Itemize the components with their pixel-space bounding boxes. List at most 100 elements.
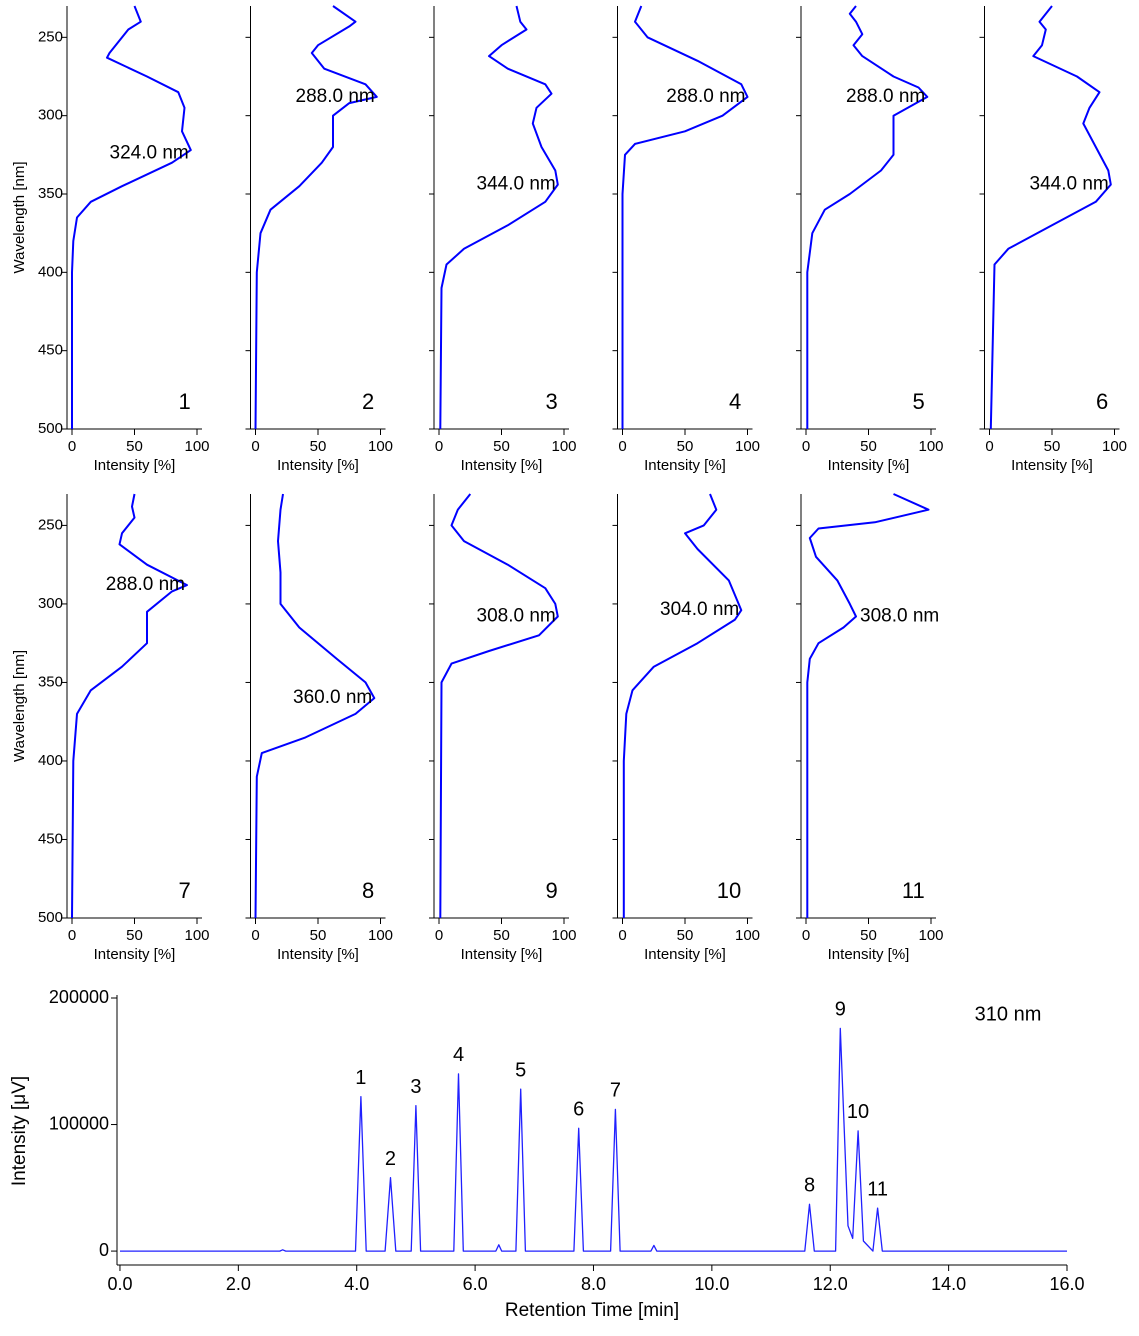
x-tick-label: 0 [68,927,76,944]
x-axis-label: Intensity [%] [94,946,176,963]
spectrum-line [989,5,1112,430]
y-axis-label: Intensity [μV] [9,1076,30,1186]
spectrum-line [439,493,559,919]
peak-label: 344.0 nm [477,174,556,195]
x-tick-label: 50 [493,438,510,455]
x-tick-label: 50 [126,438,143,455]
x-tick-label: 50 [310,438,327,455]
panel-number: 6 [1096,389,1108,414]
peak-number: 2 [385,1148,396,1170]
x-tick-label: 50 [126,927,143,944]
x-tick-label: 100 [1102,438,1127,455]
y-tick-label: 500 [38,420,63,437]
x-tick-label: 50 [860,438,877,455]
x-tick-label: 14.0 [931,1274,966,1294]
x-axis-label: Intensity [%] [644,946,726,963]
x-tick-label: 0 [618,927,626,944]
y-tick-label: 450 [38,830,63,847]
peak-number: 8 [804,1175,815,1197]
x-tick-label: 0 [251,927,259,944]
x-tick-label: 0.0 [107,1274,132,1294]
x-axis-label: Intensity [%] [644,457,726,474]
peak-label: 288.0 nm [846,86,925,107]
spectrum-line [439,5,559,430]
x-tick-label: 100 [368,438,393,455]
x-tick-label: 0 [802,438,810,455]
x-tick-label: 0 [251,438,259,455]
peak-label: 360.0 nm [293,687,372,708]
x-axis-label: Intensity [%] [461,946,543,963]
y-tick-label: 200000 [49,987,109,1007]
x-tick-label: 0 [68,438,76,455]
peak-number: 9 [835,999,846,1021]
x-tick-label: 100 [735,927,760,944]
spectrum-line [806,5,929,429]
spectrum-line [806,493,930,918]
x-tick-label: 8.0 [581,1274,606,1294]
x-axis-label: Intensity [%] [277,457,359,474]
x-tick-label: 0 [802,927,810,944]
peak-number: 11 [867,1178,888,1200]
chart-title: 310 nm [975,1003,1042,1025]
panel-number: 2 [362,389,374,414]
spectrum-line [71,5,192,429]
y-tick-label: 400 [38,263,63,280]
x-axis-label: Intensity [%] [94,457,176,474]
panel-number: 9 [546,878,558,903]
x-tick-label: 0 [618,438,626,455]
y-tick-label: 400 [38,752,63,769]
peak-number: 5 [515,1059,526,1081]
peak-label: 288.0 nm [666,86,745,107]
peak-number: 6 [573,1099,584,1121]
x-axis-label: Intensity [%] [461,457,543,474]
y-tick-label: 300 [38,595,63,612]
peak-number: 1 [355,1067,366,1089]
x-tick-label: 100 [551,927,576,944]
spectrum-line [254,493,376,919]
x-tick-label: 6.0 [463,1274,488,1294]
spectrum-line [254,5,378,430]
y-tick-label: 450 [38,342,63,359]
peak-number: 10 [847,1101,869,1123]
y-axis-label: Wavelength [nm] [11,650,28,762]
x-axis-label: Intensity [%] [1011,457,1093,474]
y-tick-label: 100000 [49,1113,109,1133]
x-tick-label: 100 [735,438,760,455]
peak-label: 308.0 nm [477,606,556,627]
spectrum-line [71,493,188,919]
x-tick-label: 50 [493,927,510,944]
panel-number: 11 [902,878,925,903]
x-tick-label: 0 [435,438,443,455]
x-tick-label: 100 [551,438,576,455]
panel-number: 8 [362,878,374,903]
x-tick-label: 0 [985,438,993,455]
x-tick-label: 50 [310,927,327,944]
x-tick-label: 100 [918,438,943,455]
x-tick-label: 50 [860,927,877,944]
peak-label: 304.0 nm [660,599,739,620]
x-tick-label: 100 [184,927,209,944]
x-tick-label: 12.0 [813,1274,848,1294]
x-tick-label: 100 [918,927,943,944]
panel-number: 7 [179,878,191,903]
panel-number: 5 [913,389,925,414]
panel-number: 10 [717,878,741,903]
y-tick-label: 500 [38,909,63,926]
x-tick-label: 100 [368,927,393,944]
y-tick-label: 250 [38,516,63,533]
spectrum-line [621,5,749,429]
x-tick-label: 4.0 [344,1274,369,1294]
x-tick-label: 50 [1044,438,1061,455]
x-tick-label: 50 [677,438,694,455]
y-tick-label: 350 [38,185,63,202]
y-tick-label: 300 [38,107,63,124]
x-tick-label: 2.0 [226,1274,251,1294]
x-axis-label: Intensity [%] [277,946,359,963]
x-tick-label: 10.0 [694,1274,729,1294]
peak-label: 308.0 nm [860,606,939,627]
y-tick-label: 350 [38,673,63,690]
chromatogram-line [120,1027,1067,1252]
x-axis-label: Retention Time [min] [505,1300,679,1321]
